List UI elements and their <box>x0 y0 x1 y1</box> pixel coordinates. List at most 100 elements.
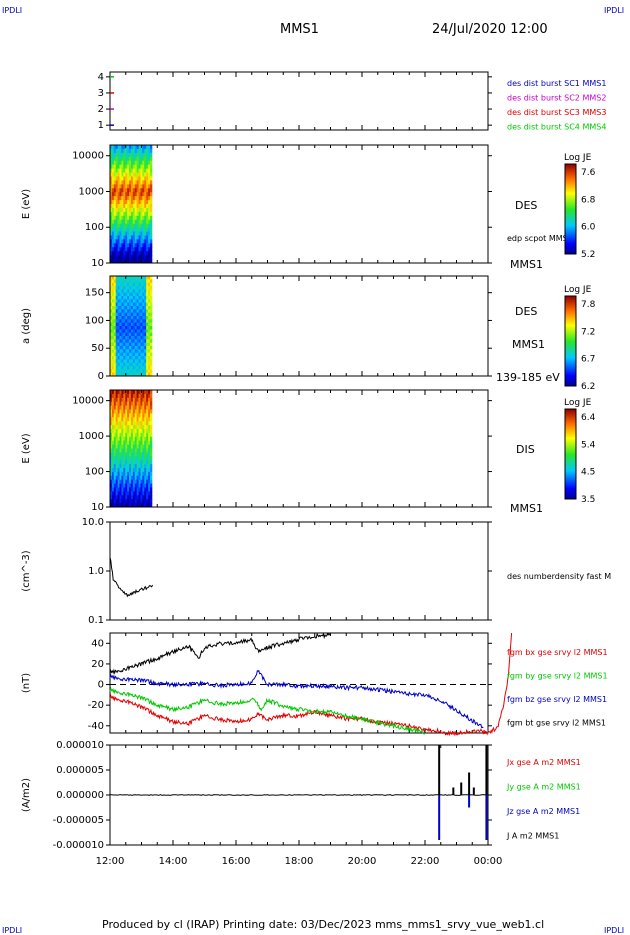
des-energy-spectrogram <box>110 145 153 264</box>
des-energy-scpot-label: edp scpot MMS1 <box>507 234 573 243</box>
corner-tag-top-right: IPDLI <box>604 6 625 15</box>
panel-density-frame <box>109 521 489 621</box>
current-legend-2: Jy gse A m2 MMS1 <box>506 783 581 792</box>
time-axis-label: 18:00 <box>285 856 314 867</box>
burst-legend-2: des dist burst SC2 MMS2 <box>507 94 606 103</box>
des-energy-ylabel: E (eV) <box>21 189 32 219</box>
des-pitch-colorbar-frame <box>564 295 577 387</box>
density-ytick-tick-label: 10.0 <box>82 517 104 528</box>
time-axis-label: 14:00 <box>159 856 188 867</box>
des-pitch-label: DES <box>515 305 537 318</box>
panel-burst-frame-minor-ticks <box>109 72 489 130</box>
current-ytick-tick-label: 0.000000 <box>56 790 104 801</box>
dis-energy-colorbar-tick: 3.5 <box>581 495 595 505</box>
dis-energy-ytick-tick-label: 10 <box>91 502 104 513</box>
magnetic-line-4 <box>109 632 331 675</box>
burst-ytick-tick-label: 4 <box>98 72 104 83</box>
burst-legend-1: des dist burst SC1 MMS1 <box>507 79 606 88</box>
dis-energy-ytick-tick-label: 10000 <box>72 396 104 407</box>
page-title: MMS1 <box>280 22 319 37</box>
des-pitch-ylabel: a (deg) <box>21 308 32 344</box>
current-ytick-tick-label: -0.000005 <box>53 815 104 826</box>
magnetic-legend-2: fgm by gse srvy l2 MMS1 <box>507 672 608 681</box>
current-ytick-tick-label: -0.000010 <box>53 840 104 851</box>
panel-current-frame-minor-ticks <box>109 745 489 845</box>
panel-density-frame-minor-ticks <box>109 522 489 620</box>
burst-legend-3: des dist burst SC3 MMS3 <box>507 108 606 117</box>
magnetic-ytick-tick-label: 20 <box>91 659 104 670</box>
des-energy-colorbar <box>565 164 576 255</box>
des-energy-ytick-tick-label: 10000 <box>72 151 104 162</box>
dis-energy-colorbar-title: Log JE <box>564 398 592 408</box>
des-pitch-energy-range: 139-185 eV <box>496 371 560 384</box>
dis-energy-ytick-tick-label: 100 <box>85 467 104 478</box>
dis-energy-mms-label: MMS1 <box>510 502 543 515</box>
des-energy-colorbar-frame <box>564 163 577 255</box>
des-energy-colorbar-tick: 6.8 <box>581 195 596 205</box>
time-axis-label: 16:00 <box>222 856 251 867</box>
dis-energy-spectrogram <box>110 390 153 508</box>
panel-des-energy-frame-minor-ticks <box>109 145 489 263</box>
current-legend-1: Jx gse A m2 MMS1 <box>506 758 581 767</box>
des-pitch-colorbar-tick: 7.8 <box>581 300 596 310</box>
corner-tag-top-left: IPDLI <box>2 6 23 15</box>
magnetic-legend-3: fgm bz gse srvy l2 MMS1 <box>507 695 607 704</box>
magnetic-ytick-tick-label: -20 <box>88 700 104 711</box>
des-pitch-colorbar-tick: 7.2 <box>581 327 595 337</box>
des-pitch-colorbar-tick: 6.2 <box>581 382 595 392</box>
dis-energy-colorbar-frame <box>564 408 577 500</box>
dis-energy-label: DIS <box>516 443 535 456</box>
magnetic-line-3 <box>109 669 484 729</box>
des-energy-ytick-tick-label: 1000 <box>79 186 104 197</box>
magnetic-ytick-tick-label: -40 <box>88 721 104 732</box>
des-energy-label: DES <box>515 199 537 212</box>
time-axis-label: 00:00 <box>474 856 503 867</box>
des-pitch-colorbar-title: Log JE <box>564 285 592 295</box>
des-energy-mms-label: MMS1 <box>510 258 543 271</box>
magnetic-legend-4: fgm bt gse srvy l2 MMS1 <box>507 719 606 728</box>
des-energy-ytick-tick-label: 10 <box>91 258 104 269</box>
dis-energy-colorbar <box>565 409 576 500</box>
time-axis-label: 20:00 <box>348 856 377 867</box>
des-energy-colorbar-title: Log JE <box>564 153 592 163</box>
burst-legend-4: des dist burst SC4 MMS4 <box>507 123 606 132</box>
panel-des-pitch-frame-minor-ticks <box>109 276 489 376</box>
des-pitch-ytick-tick-label: 50 <box>91 343 104 354</box>
des-energy-ytick-tick-label: 100 <box>85 222 104 233</box>
time-axis-label: 12:00 <box>96 856 125 867</box>
des-pitch-spectrogram <box>110 276 153 377</box>
magnetic-legend-1: fgm bx gse srvy l2 MMS1 <box>507 648 608 657</box>
density-ylabel: (cm^-3) <box>21 550 32 591</box>
current-legend-4: J A m2 MMS1 <box>506 832 559 841</box>
magnetic-ytick-tick-label: 40 <box>91 638 104 649</box>
current-ylabel: (A/m2) <box>21 778 32 812</box>
dis-energy-ylabel: E (eV) <box>21 433 32 463</box>
corner-tag-bottom-left: IPDLI <box>2 926 23 935</box>
des-pitch-mms-label: MMS1 <box>512 338 545 351</box>
des-energy-colorbar-tick: 7.6 <box>581 168 596 178</box>
des-pitch-colorbar-tick: 6.7 <box>581 355 595 365</box>
magnetic-line-1 <box>109 632 513 737</box>
panel-des-pitch-frame <box>109 275 489 377</box>
density-legend: des numberdensity fast M <box>507 572 611 581</box>
datetime-label: 24/Jul/2020 12:00 <box>432 22 548 37</box>
density-ytick-tick-label: 0.1 <box>88 615 104 626</box>
current-baseline <box>109 794 487 796</box>
magnetic-ytick-tick-label: 0 <box>98 680 104 691</box>
burst-ytick-tick-label: 2 <box>98 104 104 115</box>
corner-tag-bottom-right: IPDLI <box>604 926 625 935</box>
panel-dis-energy-frame <box>109 389 489 508</box>
des-energy-colorbar-tick: 6.0 <box>581 223 596 233</box>
current-legend-3: Jz gse A m2 MMS1 <box>506 807 580 816</box>
panel-dis-energy-frame-minor-ticks <box>109 390 489 507</box>
magnetic-ylabel: (nT) <box>21 673 32 693</box>
des-energy-colorbar-tick: 5.2 <box>581 250 595 260</box>
current-ytick-tick-label: 0.000005 <box>56 765 104 776</box>
magnetic-line-2 <box>109 686 426 735</box>
des-pitch-ytick-tick-label: 0 <box>98 371 104 382</box>
des-pitch-ytick-tick-label: 150 <box>85 288 104 299</box>
burst-ytick-tick-label: 3 <box>98 88 104 99</box>
density-ytick-tick-label: 1.0 <box>88 566 104 577</box>
des-pitch-colorbar <box>565 296 576 387</box>
